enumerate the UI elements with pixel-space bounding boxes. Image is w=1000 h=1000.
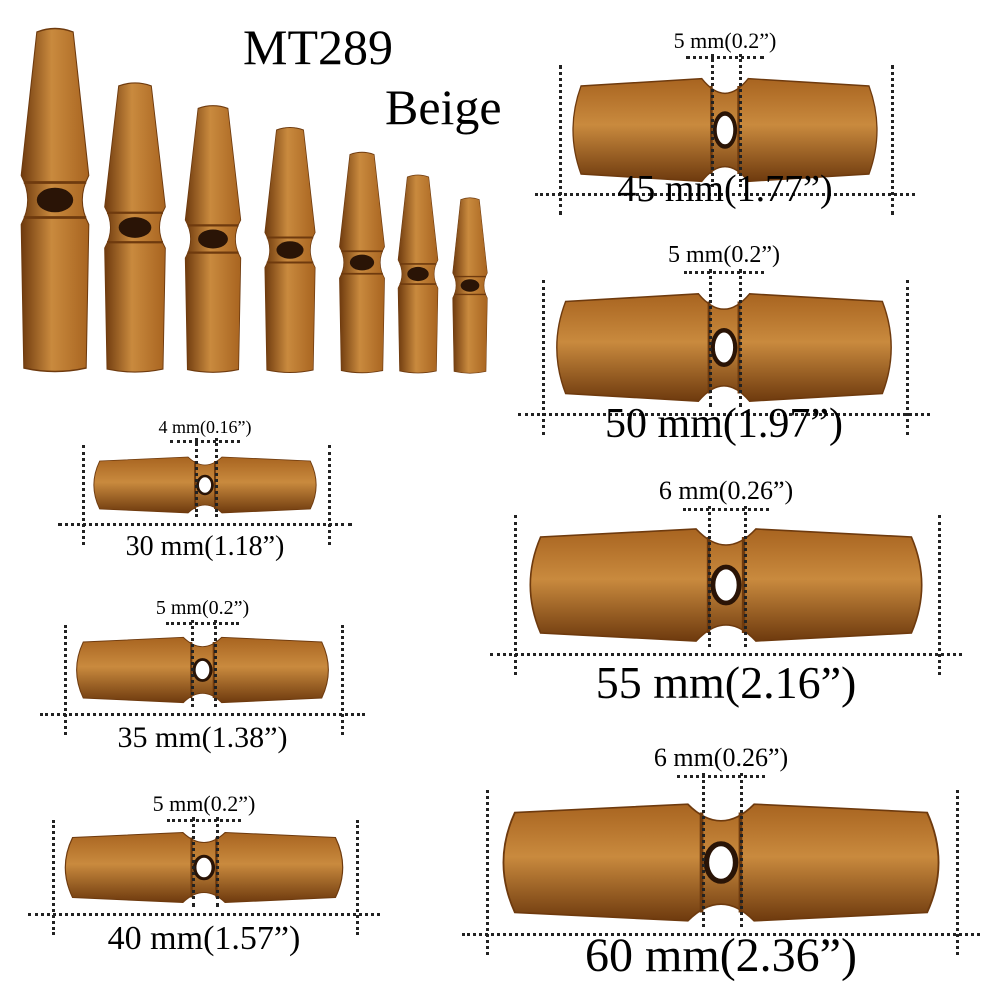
- dimension-line: [58, 523, 352, 526]
- hole-dimension-line: [740, 773, 744, 927]
- toggle-button-photo: [76, 636, 329, 704]
- hole-dimension-line: [709, 269, 713, 407]
- hole-size-label: 6 mm(0.26”): [658, 476, 794, 505]
- toggle-button-photo: [64, 831, 344, 904]
- dimension-line: [559, 65, 562, 215]
- toggle-button-photo: [397, 174, 439, 374]
- toggle-button-photo: [339, 151, 385, 374]
- toggle-button-photo: [93, 456, 317, 514]
- hole-size-label: 4 mm(0.16”): [158, 417, 252, 437]
- length-label: 35 mm(1.38”): [117, 721, 288, 754]
- hole-dimension-line: [214, 438, 218, 517]
- hole-dimension-line: [684, 271, 764, 274]
- dimension-line: [514, 515, 517, 675]
- hole-dimension-line: [213, 620, 217, 707]
- hole-dimension-line: [166, 819, 242, 822]
- hole-dimension-line: [216, 817, 220, 907]
- hole-dimension-line: [191, 620, 195, 707]
- length-label: 60 mm(2.36”): [585, 929, 857, 982]
- hole-dimension-line: [191, 817, 195, 907]
- dimension-line: [64, 625, 67, 735]
- dimension-line: [52, 820, 55, 935]
- dimension-line: [956, 790, 959, 955]
- toggle-button-photo: [452, 197, 488, 374]
- dimension-line: [328, 445, 331, 545]
- length-label: 30 mm(1.18”): [125, 531, 285, 562]
- length-label: 45 mm(1.77”): [617, 168, 833, 210]
- hole-dimension-line: [166, 622, 239, 625]
- toggle-button-photo: [184, 105, 242, 373]
- dimension-line: [518, 413, 930, 416]
- toggle-button-photo: [104, 82, 166, 373]
- length-label: 50 mm(1.97”): [605, 401, 843, 447]
- hole-dimension-line: [195, 438, 199, 517]
- hole-dimension-line: [738, 54, 742, 187]
- dimension-line: [341, 625, 344, 735]
- hole-size-label: 5 mm(0.2”): [155, 597, 250, 619]
- hole-size-label: 5 mm(0.2”): [152, 791, 256, 816]
- dimension-line: [906, 280, 909, 435]
- dimension-line: [486, 790, 489, 955]
- dimension-line: [462, 933, 980, 936]
- hole-dimension-line: [686, 56, 764, 59]
- length-label: 40 mm(1.57”): [107, 920, 301, 957]
- hole-dimension-line: [711, 54, 715, 187]
- hole-dimension-line: [743, 506, 747, 647]
- hole-dimension-line: [738, 269, 742, 407]
- toggle-button-photo: [20, 27, 90, 373]
- toggle-button-photo: [529, 528, 923, 642]
- dimension-line: [82, 445, 85, 545]
- length-label: 55 mm(2.16”): [595, 657, 857, 708]
- product-code: MT289: [243, 19, 393, 75]
- toggle-button-photo: [264, 127, 316, 373]
- hole-dimension-line: [701, 773, 705, 927]
- dimension-line: [535, 193, 915, 196]
- hole-dimension-line: [683, 508, 769, 511]
- dimension-line: [28, 913, 380, 916]
- hole-size-label: 5 mm(0.2”): [673, 28, 777, 53]
- hole-dimension-line: [708, 506, 712, 647]
- dimension-line: [40, 713, 365, 716]
- hole-dimension-line: [676, 775, 766, 778]
- dimension-line: [490, 653, 962, 656]
- hole-dimension-line: [170, 440, 240, 443]
- product-color-name: Beige: [385, 79, 502, 135]
- dimension-line: [938, 515, 941, 675]
- toggle-button-photo: [556, 293, 892, 402]
- dimension-line: [542, 280, 545, 435]
- hole-size-label: 6 mm(0.26”): [653, 743, 789, 772]
- toggle-button-photo: [502, 803, 940, 922]
- hole-size-label: 5 mm(0.2”): [668, 242, 780, 268]
- dimension-line: [891, 65, 894, 215]
- dimension-line: [356, 820, 359, 935]
